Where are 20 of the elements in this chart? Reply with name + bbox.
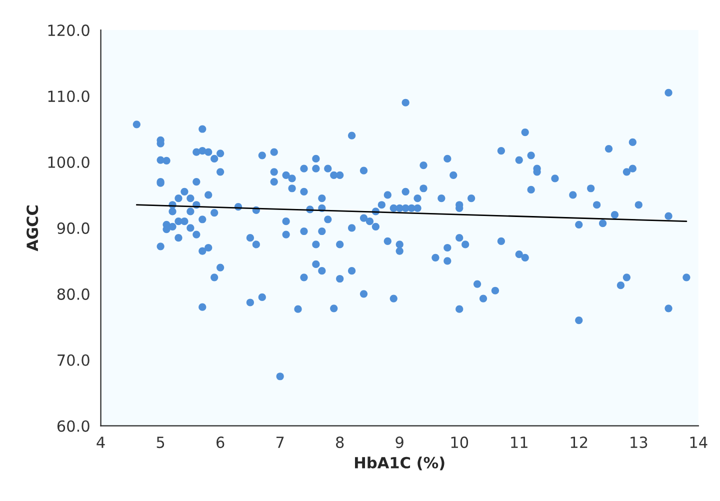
x-tick-label: 10 (451, 436, 468, 448)
x-tick-label: 6 (216, 436, 224, 448)
y-tick-label: 110.0 (48, 90, 90, 102)
y-tick-label: 120.0 (48, 24, 90, 36)
x-tick-label: 14 (690, 436, 708, 448)
x-tick-label: 5 (156, 436, 164, 448)
x-tick-label: 8 (336, 436, 344, 448)
x-tick-label: 11 (511, 436, 528, 448)
y-tick-label: 60.0 (57, 420, 90, 432)
x-tick-label: 9 (396, 436, 404, 448)
y-tick-label: 90.0 (57, 222, 90, 234)
x-axis-title: HbA1C (%) (355, 456, 444, 470)
y-tick-label: 80.0 (57, 288, 90, 300)
y-axis-title: AGCC (26, 206, 38, 252)
x-tick-label: 12 (570, 436, 588, 448)
x-tick-label: 7 (276, 436, 284, 448)
x-tick-label: 4 (96, 436, 105, 448)
x-tick-label: 13 (630, 436, 648, 448)
y-tick-label: 70.0 (58, 354, 90, 366)
y-tick-label: 100.0 (48, 156, 90, 168)
